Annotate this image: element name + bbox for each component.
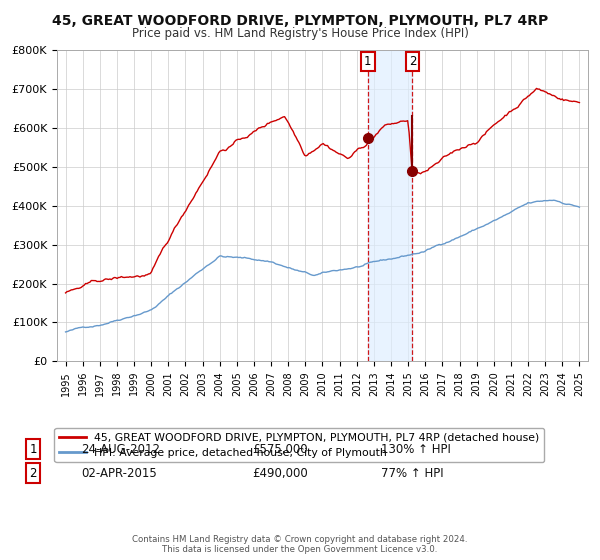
Text: £490,000: £490,000 (252, 466, 308, 480)
Text: 45, GREAT WOODFORD DRIVE, PLYMPTON, PLYMOUTH, PL7 4RP: 45, GREAT WOODFORD DRIVE, PLYMPTON, PLYM… (52, 14, 548, 28)
Text: 24-AUG-2012: 24-AUG-2012 (81, 442, 160, 456)
Text: 77% ↑ HPI: 77% ↑ HPI (381, 466, 443, 480)
Text: Price paid vs. HM Land Registry's House Price Index (HPI): Price paid vs. HM Land Registry's House … (131, 27, 469, 40)
Text: Contains HM Land Registry data © Crown copyright and database right 2024.
This d: Contains HM Land Registry data © Crown c… (132, 535, 468, 554)
Legend: 45, GREAT WOODFORD DRIVE, PLYMPTON, PLYMOUTH, PL7 4RP (detached house), HPI: Ave: 45, GREAT WOODFORD DRIVE, PLYMPTON, PLYM… (55, 428, 544, 462)
Text: 2: 2 (409, 55, 416, 68)
Text: 1: 1 (364, 55, 371, 68)
Bar (368, 50, 412, 361)
Text: 2: 2 (29, 466, 37, 480)
Text: £575,000: £575,000 (252, 442, 308, 456)
Text: 130% ↑ HPI: 130% ↑ HPI (381, 442, 451, 456)
Text: 1: 1 (29, 442, 37, 456)
Text: 02-APR-2015: 02-APR-2015 (81, 466, 157, 480)
